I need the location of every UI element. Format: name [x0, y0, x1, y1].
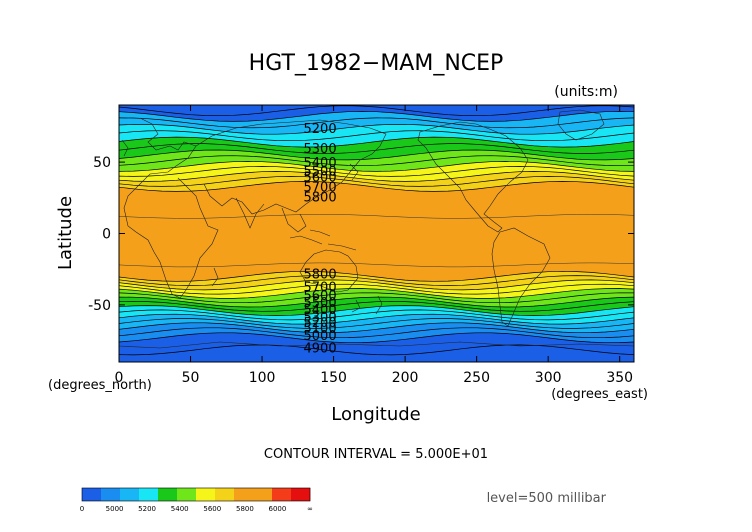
y-tick-label: -50 [88, 298, 111, 314]
contour-line [119, 123, 634, 135]
colorbar-label: 6000 [268, 505, 286, 513]
contour-line [119, 344, 634, 356]
contour-line [119, 275, 634, 286]
contour-line [119, 136, 634, 148]
x-unit-label: (degrees_east) [551, 387, 648, 402]
colorbar-label: 5200 [138, 505, 156, 513]
colorbar-swatch [196, 488, 216, 501]
x-tick-label: 350 [606, 370, 633, 386]
contour-line [119, 143, 634, 154]
contour-line [119, 117, 634, 129]
contour-line [119, 313, 634, 325]
contour-line [119, 300, 634, 312]
contour-line [119, 171, 634, 182]
contour-line [119, 288, 634, 299]
x-axis-label: Longitude [331, 404, 421, 425]
contour-interval-text: CONTOUR INTERVAL = 5.000E+01 [264, 447, 488, 462]
colorbar-label: ∞ [307, 505, 313, 513]
contour-line [119, 270, 634, 282]
contour-line [119, 176, 634, 187]
contour-label: 5700 [304, 180, 337, 195]
contour-line [119, 155, 634, 167]
y-axis: -50 0 50 [88, 155, 634, 314]
contour-line [119, 283, 634, 295]
y-tick-label: 0 [102, 227, 111, 243]
contour-line [119, 322, 634, 334]
contour-labels: 5200530054005500560057005800580057005600… [304, 122, 337, 357]
contour-label: 5100 [304, 322, 337, 337]
colorbar-swatch [120, 488, 140, 501]
colorbar-swatch [177, 488, 197, 501]
plot-area: 5200530054005500560057005800580057005600… [118, 104, 635, 363]
level-text: level=500 millibar [487, 491, 607, 506]
coastlines [119, 109, 634, 349]
contour-line [119, 130, 634, 142]
contour-label: 5300 [304, 310, 337, 325]
contour-line [119, 262, 634, 268]
colorbar-swatch [253, 488, 273, 501]
x-tick-label: 300 [535, 370, 562, 386]
contour-line [119, 149, 634, 161]
y-tick-label: 50 [93, 155, 111, 171]
x-tick-label: 50 [182, 370, 200, 386]
contour-line [119, 318, 634, 329]
contour-label: 5600 [304, 289, 337, 304]
x-tick-label: 150 [320, 370, 347, 386]
contour-line [119, 296, 634, 308]
colorbar-swatch [234, 488, 254, 501]
colorbar-swatch [82, 488, 102, 501]
y-unit-label: (degrees_north) [48, 378, 152, 393]
colorbar-label: 5600 [203, 505, 221, 513]
contour-line [119, 166, 634, 177]
colorbar-label: 0 [80, 505, 84, 513]
contour-label: 5400 [304, 303, 337, 318]
y-axis-label: Latitude [55, 196, 76, 270]
contour-label: 5800 [304, 268, 337, 283]
contour-lines [119, 105, 634, 356]
colorbar: 0 5000 5200 5400 5600 5800 6000 ∞ [80, 487, 313, 513]
contour-line [119, 111, 634, 122]
colorbar-label: 5800 [236, 505, 254, 513]
contour-line [119, 181, 634, 192]
contour-label: 5700 [304, 280, 337, 295]
colorbar-label: 5400 [171, 505, 189, 513]
x-tick-label: 100 [249, 370, 276, 386]
contour-label: 4900 [304, 342, 337, 357]
contour-label: 5000 [304, 329, 337, 344]
contour-line [119, 305, 634, 316]
colorbar-label: 5000 [106, 505, 124, 513]
contour-line [119, 292, 634, 304]
x-tick-label: 250 [463, 370, 490, 386]
contour-label: 5200 [304, 122, 337, 137]
x-tick-label: 200 [392, 370, 419, 386]
colorbar-swatch [158, 488, 178, 501]
contour-label: 5400 [304, 156, 337, 171]
colorbar-swatch [291, 488, 311, 501]
colorbar-swatch [101, 488, 121, 501]
units-label: (units:m) [554, 84, 618, 100]
contour-line [119, 279, 634, 291]
colorbar-frame [81, 487, 311, 502]
colorbar-swatch [272, 488, 292, 501]
contour-label: 5600 [304, 170, 337, 185]
contour-line [119, 309, 634, 321]
contour-label: 5800 [304, 190, 337, 205]
contour-label: 5300 [304, 142, 337, 157]
colorbar-swatch [139, 488, 159, 501]
contour-line [119, 327, 634, 339]
x-tick-label: 0 [115, 370, 124, 386]
contour-label: 5200 [304, 316, 337, 331]
contour-line [119, 161, 634, 172]
colorbar-swatch [215, 488, 235, 501]
contour-line [119, 332, 634, 344]
contour-label: 5500 [304, 296, 337, 311]
x-axis: 0 50 100 150 200 250 300 350 [115, 105, 633, 386]
contour-label: 5500 [304, 165, 337, 180]
chart-title: HGT_1982−MAM_NCEP [249, 51, 504, 76]
